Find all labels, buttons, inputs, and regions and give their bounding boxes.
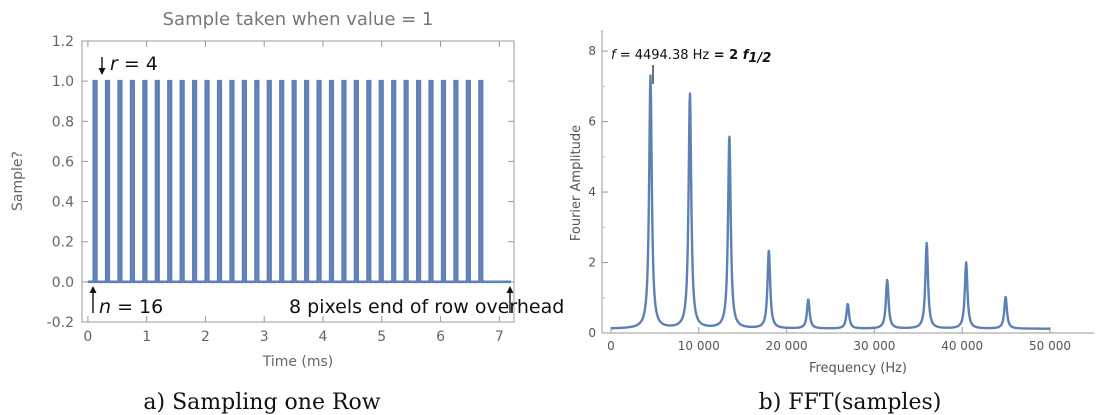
chart-a-x-tick-label: 7 [495,329,504,345]
chart-b-y-tick-label: 6 [588,115,596,129]
chart-b-x-tick-label: 30 000 [853,339,895,353]
chart-a-frame [81,40,515,323]
chart-b-x-tick-label: 10 000 [678,339,720,353]
peak-annotation: f = 4494.38 Hz = 2 f1/2 [611,48,771,66]
chart-a-y-tick-label: 0.2 [52,235,74,251]
chart-a: Sample taken when value = 1 -0.2 0.0 0.2 0.… [10,9,564,415]
chart-a-caption: a) Sampling one Row [143,390,380,415]
chart-a-x-tick-label: 3 [260,329,269,345]
chart-a-y-ticks: -0.2 0.0 0.2 0.4 0.6 0.8 1.0 1.2 [47,34,514,331]
chart-a-x-tick-label: 5 [377,329,386,345]
pulse-train-line [87,79,512,284]
chart-a-y-tick-label: 0.4 [52,195,74,211]
chart-a-x-tick-label: 6 [436,329,445,345]
n-arrowhead [89,286,97,293]
chart-a-y-tick-label: 0.6 [52,154,74,170]
fft-spectrum-line [610,74,1051,330]
chart-a-x-tick-label: 4 [319,329,328,345]
chart-a-x-tick-label: 2 [201,329,210,345]
chart-a-x-tick-label: 1 [142,329,151,345]
chart-b-x-ticks: 0 10 000 20 000 30 000 40 000 50 000 [607,327,1071,353]
chart-b-y-tick-label: 2 [588,256,596,270]
chart-b-y-tick-label: 0 [588,326,596,340]
r-arrowhead [98,68,106,75]
chart-a-y-tick-label: 1.2 [52,34,74,50]
chart-a-title: Sample taken when value = 1 [163,9,434,30]
chart-a-y-tick-label: 1.0 [52,74,74,90]
chart-b-x-tick-label: 20 000 [766,339,808,353]
chart-b: 0 2 4 6 8 0 10 000 20 000 30 000 40 000 50 000 Fr… [569,30,1094,415]
overhead-annotation: 8 pixels end of row overhead [289,296,564,318]
r-annotation: r = 4 [110,53,158,75]
chart-b-y-tick-label: 8 [588,44,596,58]
chart-b-x-label: Frequency (Hz) [809,361,907,376]
chart-a-y-tick-label: 0.8 [52,114,74,130]
chart-b-y-tick-label: 4 [588,185,596,199]
chart-a-y-label: Sample? [10,151,26,211]
n-annotation: n = 16 [99,296,163,318]
chart-b-y-label: Fourier Amplitude [569,125,584,241]
chart-a-y-tick-label: -0.2 [47,315,74,331]
chart-a-x-label: Time (ms) [262,354,334,370]
overhead-arrowhead [506,286,514,293]
chart-b-x-tick-label: 50 000 [1029,339,1071,353]
chart-b-caption: b) FFT(samples) [759,390,942,415]
chart-b-x-tick-label: 0 [607,339,615,353]
chart-a-y-tick-label: 0.0 [52,275,74,291]
chart-b-x-tick-label: 40 000 [941,339,983,353]
chart-a-x-tick-label: 0 [83,329,92,345]
chart-b-y-ticks: 0 2 4 6 8 [588,44,608,340]
chart-a-x-ticks: 0 1 2 3 4 5 6 7 [83,41,504,345]
